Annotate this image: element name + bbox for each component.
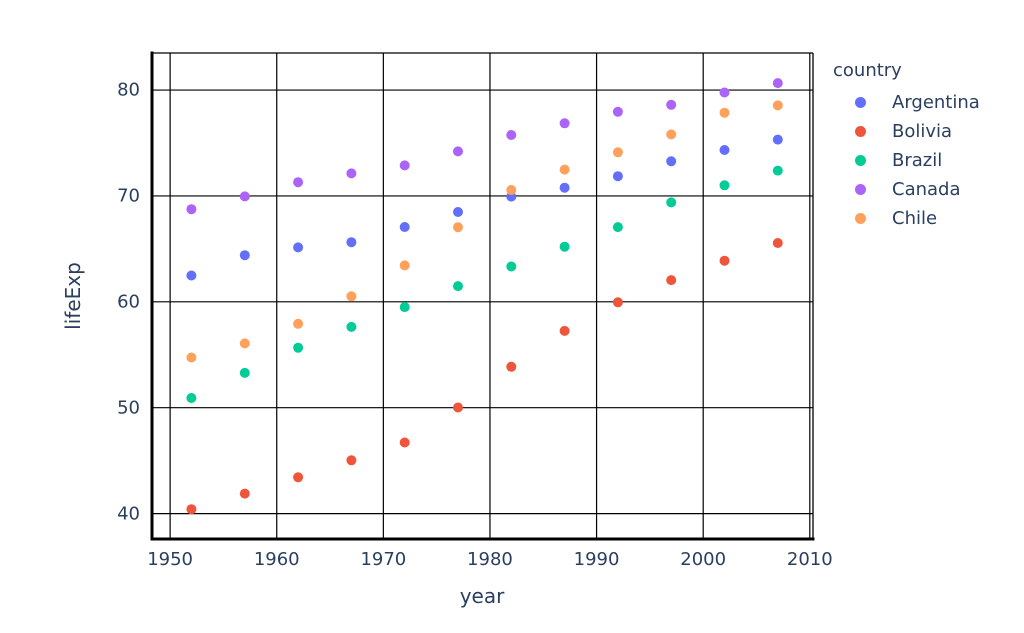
data-point-canada-1982 [506, 130, 517, 140]
x-tick-label: 2010 [786, 549, 833, 570]
legend-item-chile[interactable]: Chile [833, 204, 980, 233]
data-point-argentina-1957 [239, 250, 250, 261]
legend-item-label: Canada [892, 179, 961, 200]
legend-item-label: Brazil [892, 150, 943, 171]
legend-marker-icon [855, 155, 866, 166]
x-tick-label: 1950 [147, 549, 194, 570]
data-point-canada-1972 [399, 160, 410, 171]
data-point-canada-2007 [772, 78, 783, 89]
data-point-bolivia-1992 [612, 297, 623, 308]
data-point-bolivia-1972 [399, 437, 410, 448]
legend-item-canada[interactable]: Canada [833, 175, 980, 204]
legend-marker-icon [855, 97, 866, 108]
legend-item-label: Bolivia [892, 121, 953, 142]
data-point-canada-1952 [186, 204, 197, 215]
x-tick-label: 1980 [467, 549, 513, 570]
data-point-bolivia-2002 [719, 255, 730, 266]
legend-items: Argentina Bolivia Brazil Canada Chile [833, 88, 980, 233]
data-point-argentina-1997 [666, 156, 677, 167]
data-point-argentina-2007 [772, 134, 783, 145]
data-point-argentina-1977 [453, 207, 463, 217]
data-point-brazil-1972 [399, 302, 410, 313]
data-point-bolivia-1977 [453, 402, 463, 413]
data-point-brazil-1982 [506, 261, 517, 272]
y-tick-label: 40 [117, 503, 140, 525]
data-point-brazil-2002 [719, 180, 730, 191]
data-point-chile-1952 [186, 352, 197, 363]
data-point-chile-1982 [506, 185, 517, 195]
data-point-chile-2002 [719, 107, 730, 118]
data-point-canada-1987 [559, 118, 570, 129]
legend-marker-icon [855, 213, 866, 224]
data-point-canada-1977 [453, 146, 463, 157]
data-point-bolivia-1957 [239, 488, 250, 499]
x-tick-label: 2000 [680, 549, 727, 570]
data-point-argentina-1967 [346, 237, 357, 248]
data-point-brazil-1967 [346, 321, 357, 332]
data-point-chile-2007 [772, 100, 783, 111]
x-axis-title: year [459, 584, 505, 608]
data-point-chile-1977 [453, 222, 463, 233]
data-point-argentina-1952 [186, 270, 197, 281]
y-tick-label: 50 [117, 397, 140, 419]
data-point-argentina-1962 [293, 242, 304, 253]
y-tick-label: 80 [117, 79, 140, 101]
data-point-bolivia-1952 [186, 504, 197, 515]
legend: country Argentina Bolivia Brazil Canada Chil… [833, 60, 980, 233]
y-tick-label: 70 [117, 185, 140, 207]
legend-marker-icon [855, 184, 866, 195]
data-point-brazil-2007 [772, 165, 783, 176]
data-point-canada-1967 [346, 168, 357, 179]
data-point-bolivia-1987 [559, 325, 570, 336]
data-point-canada-1957 [239, 191, 250, 202]
data-point-brazil-1977 [453, 281, 463, 292]
data-point-canada-1997 [666, 99, 677, 110]
legend-item-brazil[interactable]: Brazil [833, 146, 980, 175]
data-point-chile-1962 [293, 318, 304, 329]
data-point-bolivia-1962 [293, 472, 304, 483]
data-point-chile-1957 [239, 338, 250, 349]
data-point-brazil-1962 [293, 342, 304, 353]
data-point-brazil-1992 [612, 222, 623, 233]
data-point-bolivia-1982 [506, 361, 517, 372]
data-point-chile-1987 [559, 164, 570, 175]
legend-title: country [833, 60, 902, 81]
data-point-brazil-1997 [666, 197, 677, 208]
data-point-canada-1962 [293, 177, 304, 188]
data-point-bolivia-1997 [666, 275, 677, 286]
data-point-bolivia-2007 [772, 238, 783, 248]
x-tick-label: 1960 [253, 549, 300, 570]
legend-item-argentina[interactable]: Argentina [833, 88, 980, 117]
data-point-chile-1967 [346, 291, 357, 302]
y-axis-title: lifeExp [61, 262, 85, 330]
legend-item-label: Argentina [892, 92, 980, 113]
y-tick-label: 60 [117, 291, 140, 313]
data-point-brazil-1987 [559, 241, 570, 252]
data-point-argentina-1992 [612, 171, 623, 182]
legend-item-label: Chile [892, 208, 938, 229]
data-point-canada-2002 [719, 87, 730, 98]
x-tick-label: 1970 [360, 549, 407, 570]
data-point-chile-1992 [612, 147, 623, 158]
x-tick-label: 1990 [573, 549, 620, 570]
data-point-argentina-2002 [719, 145, 730, 155]
data-point-brazil-1952 [186, 393, 197, 403]
legend-item-bolivia[interactable]: Bolivia [833, 117, 980, 146]
data-point-argentina-1972 [399, 222, 410, 232]
data-point-canada-1992 [612, 106, 623, 117]
legend-marker-icon [855, 126, 866, 137]
data-point-brazil-1957 [239, 367, 250, 378]
data-point-bolivia-1967 [346, 455, 357, 466]
data-point-chile-1997 [666, 129, 677, 140]
data-point-chile-1972 [399, 260, 410, 271]
data-point-argentina-1987 [559, 182, 570, 193]
